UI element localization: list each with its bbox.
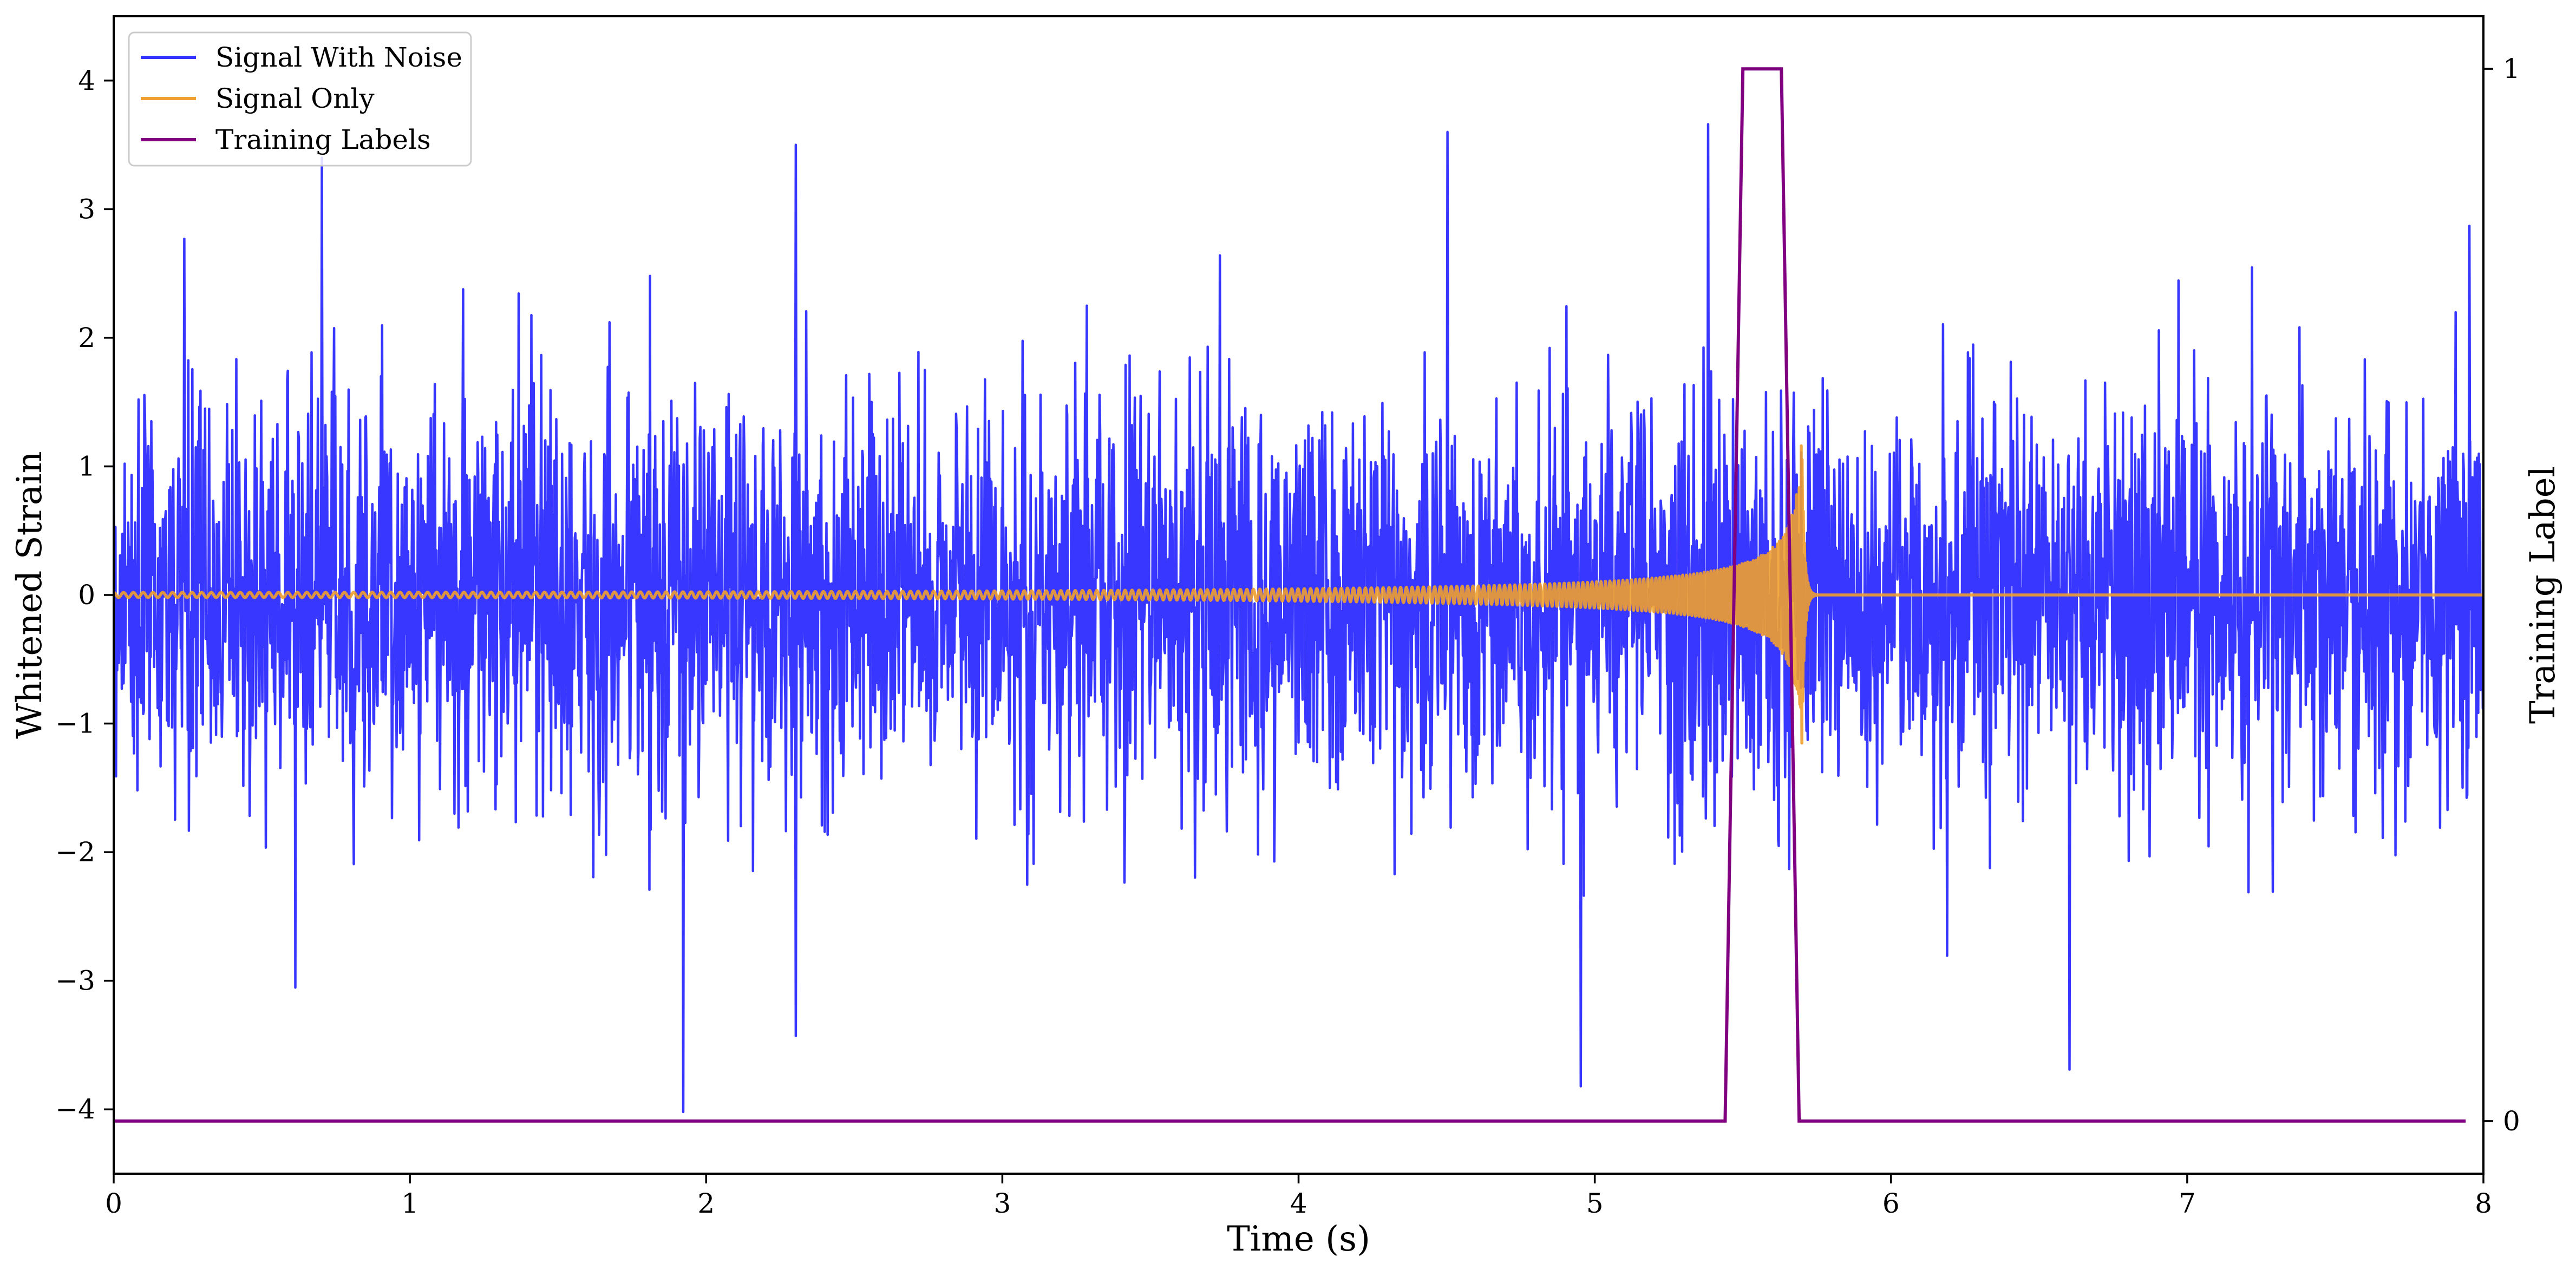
y-tick-label: 0 <box>78 579 95 611</box>
y2-tick-label: 0 <box>2503 1105 2520 1137</box>
y-tick-label: −3 <box>55 965 95 997</box>
legend-label: Signal With Noise <box>215 42 462 73</box>
y-tick-label: 3 <box>78 193 95 225</box>
series-training-labels <box>114 67 2466 1123</box>
series-signal-with-noise <box>114 123 2483 1114</box>
y2-axis-label: Training Label <box>2523 466 2563 724</box>
x-tick-label: 5 <box>1586 1188 1604 1219</box>
series-signal-only <box>114 444 2483 745</box>
plot-layer <box>114 67 2483 1123</box>
x-tick-label: 6 <box>1882 1188 1900 1219</box>
y2-tick-label: 1 <box>2503 53 2520 84</box>
legend-label: Training Labels <box>215 124 431 155</box>
axes-layer: 0 1 2 3 4 5 6 7 8 −4 −3 −2 −1 0 1 2 3 4 0 1 Time (s) Whitened… <box>10 15 2563 1259</box>
y-tick-label: −2 <box>55 836 95 868</box>
y-axis-label: Whitened Strain <box>10 451 50 738</box>
y-tick-label: 2 <box>78 322 95 354</box>
legend: Signal With Noise Signal Only Training Lab… <box>128 31 472 167</box>
x-tick-label: 4 <box>1290 1188 1307 1219</box>
legend-box <box>128 31 472 167</box>
x-tick-label: 2 <box>697 1188 715 1219</box>
y-tick-label: −1 <box>55 708 95 740</box>
x-tick-label: 8 <box>2475 1188 2492 1219</box>
x-tick-label: 0 <box>105 1188 122 1219</box>
x-tick-label: 3 <box>993 1188 1011 1219</box>
x-tick-label: 1 <box>401 1188 419 1219</box>
legend-label: Signal Only <box>215 83 375 114</box>
x-axis-label: Time (s) <box>1227 1219 1370 1259</box>
y-tick-label: 1 <box>78 450 95 482</box>
x-tick-label: 7 <box>2179 1188 2196 1219</box>
y-tick-label: 4 <box>78 65 95 96</box>
y-tick-label: −4 <box>55 1094 95 1125</box>
